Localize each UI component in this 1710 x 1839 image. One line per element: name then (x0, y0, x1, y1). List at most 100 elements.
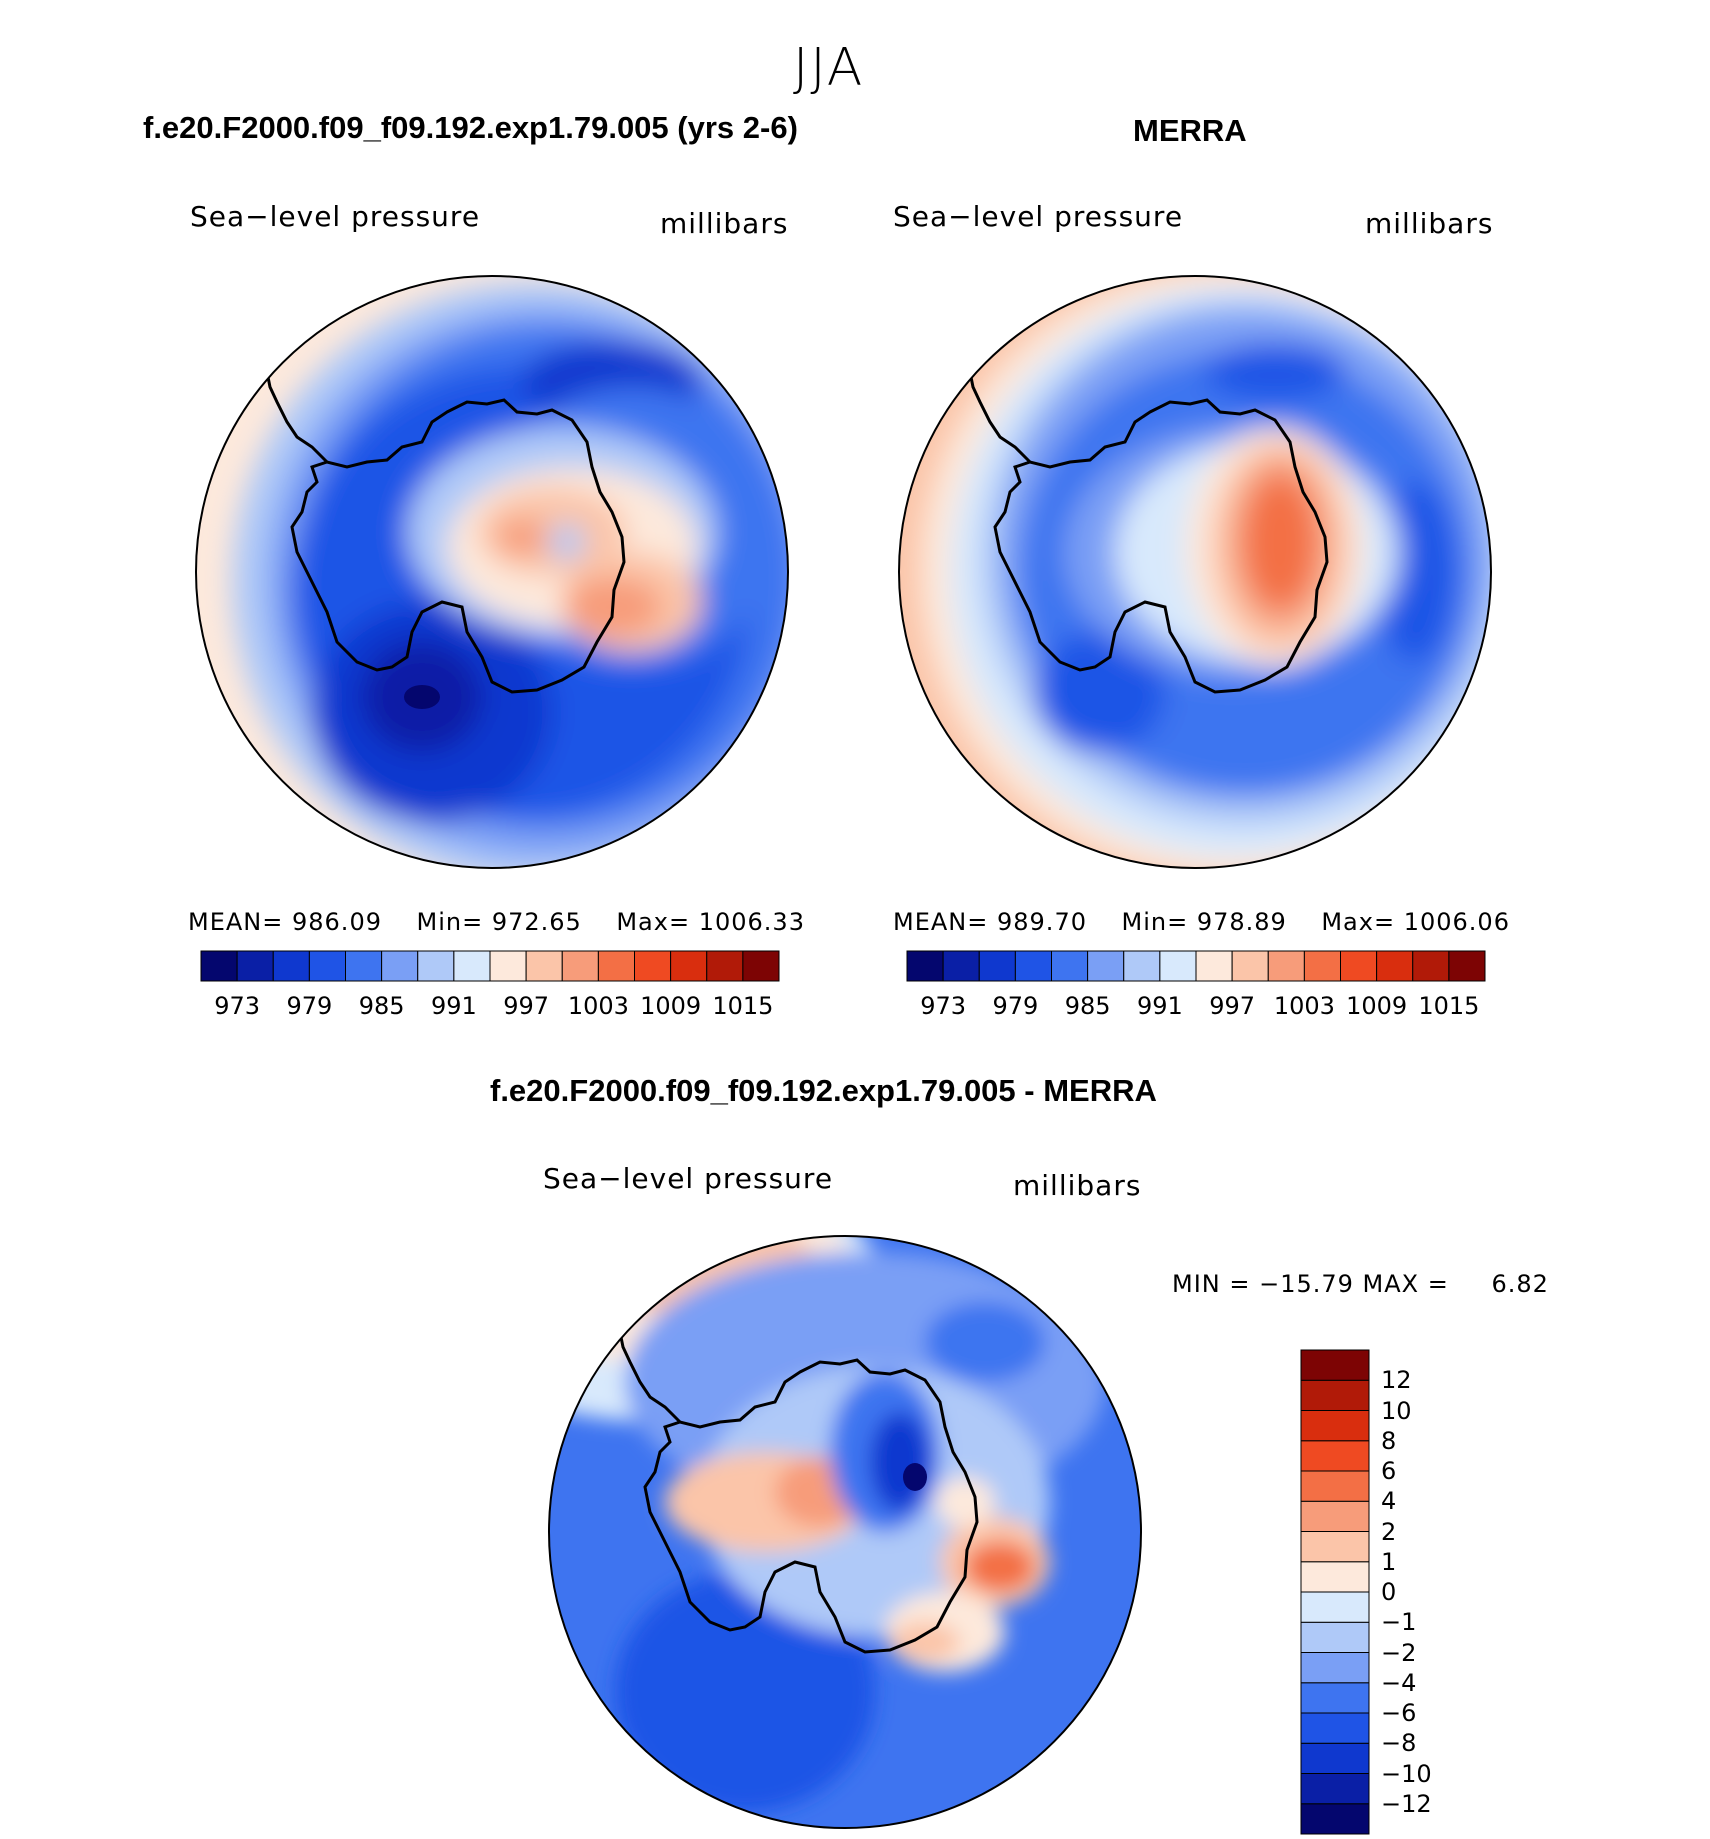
colorbar-tick-label: 1009 (640, 992, 702, 1020)
colorbar-swatch (597, 950, 635, 982)
colorbar-swatch (1412, 950, 1450, 982)
colorbar-swatch (1267, 950, 1305, 982)
obs-colorbar-ticks: 973 979 985 991 997 1003 1009 1015 (907, 992, 1485, 1022)
antarctica-coastline (290, 398, 626, 694)
colorbar-tick-label: 1003 (1273, 992, 1335, 1020)
model-variable-label: Sea−level pressure (190, 200, 481, 233)
obs-mean-label: MEAN= (893, 908, 989, 936)
colorbar-tick-label: 985 (358, 992, 405, 1020)
map-boundary (195, 275, 789, 869)
obs-colorbar (906, 950, 1486, 982)
colorbar-tick-label: 4 (1381, 1487, 1397, 1516)
colorbar-tick-label: −1 (1381, 1608, 1417, 1637)
model-max-label: Max= (616, 908, 691, 936)
colorbar-swatch (1300, 1410, 1370, 1442)
colorbar-swatch (706, 950, 744, 982)
colorbar-tick-label: 1003 (567, 992, 629, 1020)
obs-min-value: 978.89 (1196, 908, 1287, 936)
colorbar-swatch (1300, 1379, 1370, 1411)
map-boundary (548, 1235, 1142, 1829)
colorbar-tick-label: −6 (1381, 1699, 1417, 1727)
colorbar-tick-label: 979 (992, 992, 1039, 1020)
model-mean-label: MEAN= (188, 908, 284, 936)
colorbar-swatch (1300, 1440, 1370, 1472)
colorbar-swatch (942, 950, 980, 982)
colorbar-swatch (1300, 1349, 1370, 1381)
obs-panel-title: MERRA (1133, 113, 1247, 148)
colorbar-swatch (978, 950, 1016, 982)
colorbar-tick-label: 2 (1381, 1517, 1397, 1546)
model-min-label: Min= (416, 908, 484, 936)
obs-min-label: Min= (1121, 908, 1189, 936)
colorbar-swatch (1300, 1652, 1370, 1684)
obs-stats: MEAN= 989.70 Min= 978.89 Max= 1006.06 (893, 908, 1510, 936)
model-max-value: 1006.33 (698, 908, 805, 936)
colorbar-swatch (670, 950, 708, 982)
colorbar-tick-label: −4 (1381, 1668, 1417, 1697)
diff-minmax: MIN = −15.79 MAX = 6.82 (1172, 1270, 1549, 1298)
model-stats: MEAN= 986.09 Min= 972.65 Max= 1006.33 (188, 908, 805, 936)
colorbar-swatch (1300, 1742, 1370, 1774)
colorbar-tick-label: 6 (1381, 1457, 1397, 1485)
colorbar-tick-label: 985 (1064, 992, 1111, 1020)
obs-max-value: 1006.06 (1403, 908, 1510, 936)
antarctica-coastline (643, 1358, 979, 1654)
obs-variable-label: Sea−level pressure (893, 200, 1184, 233)
diff-minmax-text: MIN = −15.79 MAX = (1172, 1270, 1449, 1298)
colorbar-tick-label: 991 (1136, 992, 1183, 1020)
colorbar-swatch (1300, 1621, 1370, 1653)
colorbar-swatch (345, 950, 383, 982)
colorbar-tick-label: 979 (286, 992, 333, 1020)
obs-polar-map (898, 275, 1492, 869)
colorbar-tick-label: 12 (1381, 1366, 1412, 1395)
model-mean-value: 986.09 (292, 908, 382, 936)
colorbar-swatch (1014, 950, 1052, 982)
antarctic-peninsula (265, 371, 329, 464)
colorbar-tick-label: 0 (1381, 1578, 1397, 1606)
colorbar-swatch (1303, 950, 1341, 982)
antarctic-peninsula (968, 371, 1032, 464)
antarctic-peninsula (618, 1331, 682, 1424)
colorbar-swatch (1300, 1712, 1370, 1744)
colorbar-swatch (1231, 950, 1269, 982)
obs-max-label: Max= (1321, 908, 1396, 936)
colorbar-swatch (1300, 1531, 1370, 1563)
model-panel-title: f.e20.F2000.f09_f09.192.exp1.79.005 (yrs… (143, 110, 798, 145)
colorbar-swatch (906, 950, 944, 982)
colorbar-tick-label: 8 (1381, 1426, 1397, 1455)
colorbar-swatch (634, 950, 672, 982)
obs-mean-value: 989.70 (997, 908, 1087, 936)
colorbar-swatch (236, 950, 274, 982)
colorbar-tick-label: 973 (920, 992, 967, 1020)
colorbar-tick-label: −10 (1381, 1759, 1432, 1788)
colorbar-swatch (489, 950, 527, 982)
colorbar-swatch (272, 950, 310, 982)
colorbar-swatch (742, 950, 780, 982)
colorbar-swatch (1300, 1470, 1370, 1502)
antarctica-coastline (993, 398, 1329, 694)
colorbar-swatch (1123, 950, 1161, 982)
colorbar-swatch (200, 950, 238, 982)
colorbar-swatch (1448, 950, 1486, 982)
colorbar-tick-label: 1 (1381, 1547, 1397, 1576)
colorbar-swatch (381, 950, 419, 982)
colorbar-swatch (1300, 1561, 1370, 1593)
model-units-label: millibars (660, 207, 789, 240)
colorbar-swatch (1300, 1591, 1370, 1623)
diff-panel-title: f.e20.F2000.f09_f09.192.exp1.79.005 - ME… (490, 1073, 1157, 1108)
colorbar-tick-label: 997 (503, 992, 550, 1020)
colorbar-swatch (1195, 950, 1233, 982)
colorbar-tick-label: 1009 (1346, 992, 1408, 1020)
model-min-value: 972.65 (491, 908, 582, 936)
colorbar-swatch (561, 950, 599, 982)
colorbar-tick-label: −2 (1381, 1638, 1417, 1667)
model-colorbar-ticks: 973 979 985 991 997 1003 1009 1015 (201, 992, 779, 1022)
diff-colorbar-ticks: −12 −10 −8 −6 −4 −2 −1 0 1 2 4 6 8 10 12 (1381, 1350, 1451, 1834)
colorbar-tick-label: 973 (214, 992, 261, 1020)
colorbar-swatch (1300, 1773, 1370, 1805)
obs-units-label: millibars (1365, 207, 1494, 240)
diff-units-label: millibars (1013, 1169, 1142, 1202)
colorbar-swatch (1087, 950, 1125, 982)
colorbar-tick-label: 1015 (712, 992, 774, 1020)
colorbar-tick-label: 991 (430, 992, 477, 1020)
